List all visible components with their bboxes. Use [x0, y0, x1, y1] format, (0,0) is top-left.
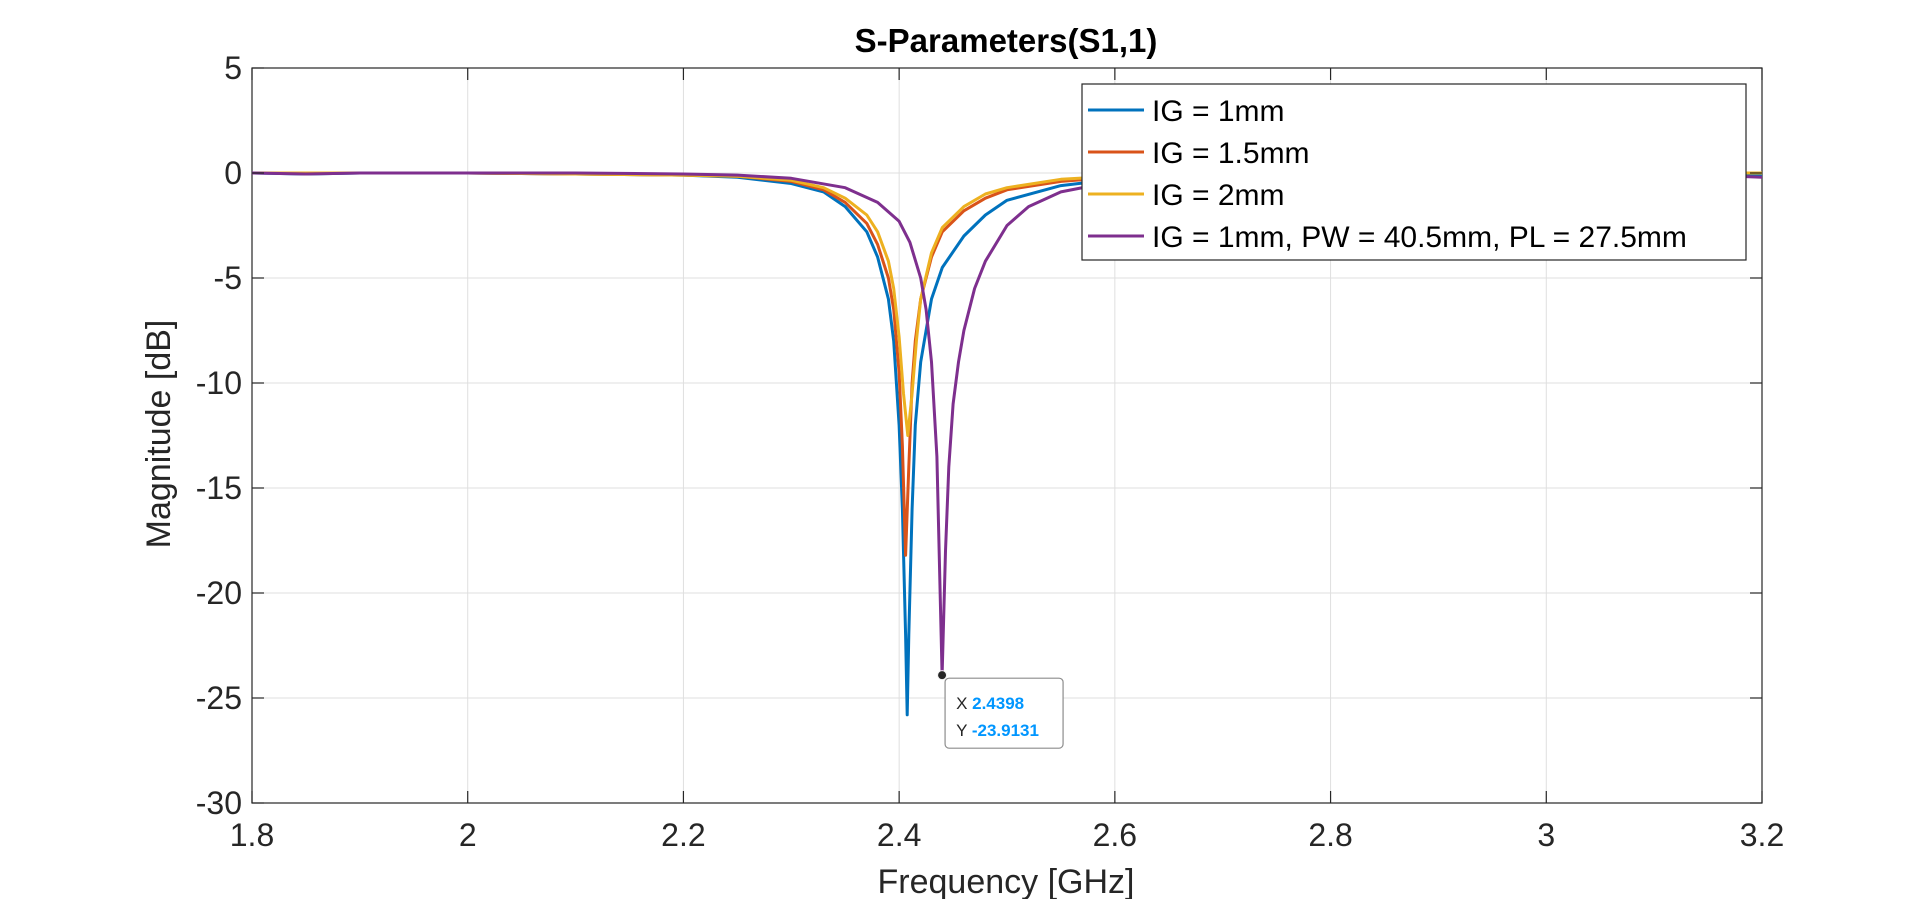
datatip-axis-label: X: [956, 694, 972, 713]
x-tick-label: 3: [1537, 817, 1555, 853]
legend-entry-label: IG = 1mm, PW = 40.5mm, PL = 27.5mm: [1152, 221, 1687, 254]
y-tick-label: -15: [196, 470, 242, 506]
y-tick-label: -5: [214, 260, 242, 296]
x-axis-label: Frequency [GHz]: [878, 863, 1135, 899]
y-tick-label: 5: [224, 50, 242, 86]
legend-entry-label: IG = 1.5mm: [1152, 137, 1310, 170]
y-tick-label: 0: [224, 155, 242, 191]
legend-entry-label: IG = 2mm: [1152, 179, 1285, 212]
datatip-marker[interactable]: [937, 670, 948, 681]
legend-box: [1081, 83, 1747, 261]
y-tick-label: -30: [196, 785, 242, 821]
x-tick-label: 2.6: [1093, 817, 1137, 853]
datatip-axis-label: Y: [956, 721, 972, 740]
datatip-value: -23.9131: [972, 721, 1039, 740]
datatip-x-row: X 2.4398: [956, 694, 1024, 713]
legend-entry-label: IG = 1mm: [1152, 95, 1285, 128]
tick-layer: 1.8 2 2.2 2.4 2.6 2.8 3 3.2 5 0 -5 -10 -15 -20 -25 -30: [196, 50, 1784, 853]
datatip-box: [944, 677, 1064, 749]
x-tick-label: 1.8: [230, 817, 274, 853]
x-tick-label: 2.4: [877, 817, 921, 853]
y-tick-label: -10: [196, 365, 242, 401]
datatip-value: 2.4398: [972, 694, 1024, 713]
plot-area[interactable]: [251, 67, 1763, 804]
y-tick-label: -25: [196, 680, 242, 716]
y-tick-label: -20: [196, 575, 242, 611]
chart-title: S-Parameters(S1,1): [855, 22, 1158, 59]
legend[interactable]: IG = 1mm IG = 1.5mm IG = 2mm IG = 1mm, PW =…: [1081, 83, 1747, 261]
y-axis-label: Magnitude [dB]: [140, 320, 178, 549]
x-tick-label: 2.2: [661, 817, 705, 853]
x-tick-label: 3.2: [1740, 817, 1784, 853]
x-tick-label: 2.8: [1308, 817, 1352, 853]
datatip-y-row: Y -23.9131: [956, 721, 1039, 740]
x-tick-label: 2: [459, 817, 477, 853]
